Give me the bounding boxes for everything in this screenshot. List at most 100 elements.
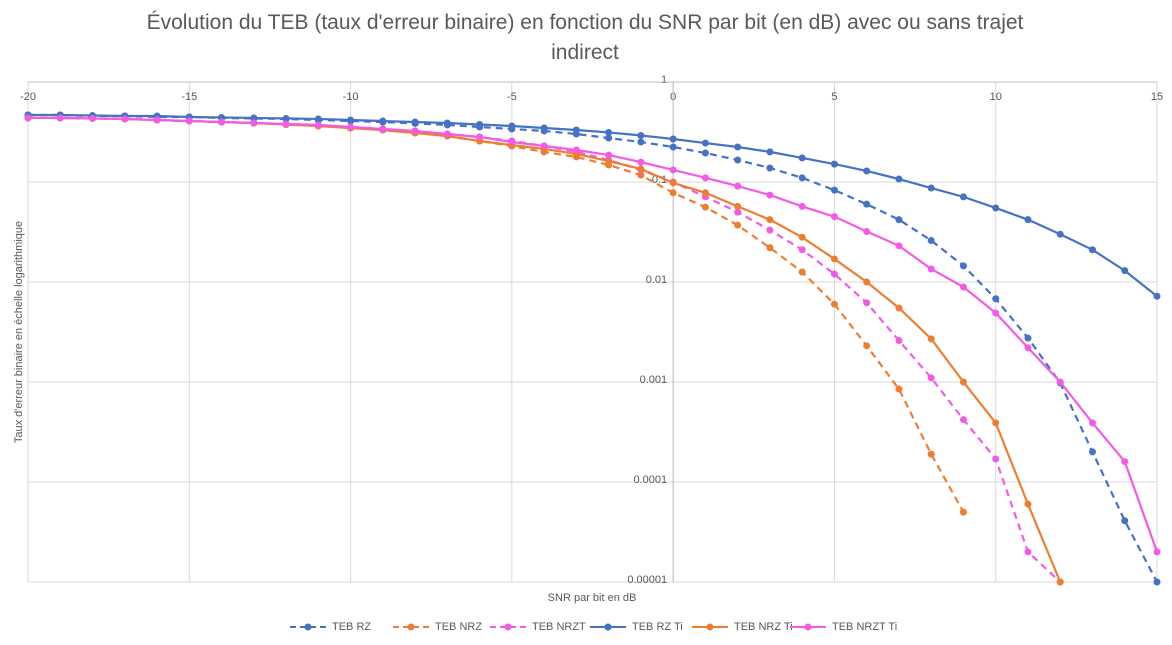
data-point [314, 115, 322, 123]
data-point [637, 165, 645, 173]
data-point [637, 158, 645, 166]
data-point [992, 455, 1000, 463]
legend-item: TEB RZ Ti [590, 621, 683, 633]
legend-item: TEB NRZT [490, 621, 586, 633]
data-point [734, 221, 742, 229]
data-point [895, 216, 903, 224]
y-axis-label: Taux d'erreur binaire en échelle logarit… [13, 221, 25, 443]
data-point [927, 450, 935, 458]
data-point [669, 143, 677, 151]
data-point [701, 189, 709, 197]
data-point [992, 419, 1000, 427]
data-point [476, 133, 484, 141]
data-point [605, 151, 613, 159]
data-point [830, 270, 838, 278]
y-tick-label: 0.001 [640, 374, 668, 386]
data-point [1088, 448, 1096, 456]
data-point [701, 203, 709, 211]
series-line [28, 116, 1159, 553]
data-point [185, 117, 193, 125]
y-tick-label: 0.00001 [627, 574, 667, 586]
data-point [959, 508, 967, 516]
data-point [830, 255, 838, 263]
x-tick-label: -15 [181, 91, 197, 103]
data-point [669, 179, 677, 187]
legend-label: TEB NRZT [532, 621, 586, 633]
x-tick-label: 15 [1151, 91, 1163, 103]
legend-label: TEB RZ [332, 621, 371, 633]
data-point [863, 200, 871, 208]
data-point [798, 202, 806, 210]
series-line [28, 113, 1158, 583]
data-point [1024, 334, 1032, 342]
legend-label: TEB NRZ [435, 621, 482, 633]
legend-marker [504, 623, 512, 631]
data-point [734, 156, 742, 164]
legend-label: TEB RZ Ti [632, 621, 683, 633]
data-point [798, 174, 806, 182]
data-point [1024, 548, 1032, 556]
data-point [734, 208, 742, 216]
data-point [830, 300, 838, 308]
legend-marker [304, 623, 312, 631]
legend-marker [407, 623, 415, 631]
data-point [701, 149, 709, 157]
legend-label: TEB NRZ Ti [734, 621, 793, 633]
data-point [605, 134, 613, 142]
legend-item: TEB NRZ Ti [692, 621, 793, 633]
data-point [927, 237, 935, 245]
data-point [1056, 230, 1064, 238]
data-point [411, 127, 419, 135]
data-point [798, 268, 806, 276]
data-point [250, 119, 258, 127]
data-point [1024, 216, 1032, 224]
data-point [863, 278, 871, 286]
data-point [89, 114, 97, 122]
data-point [540, 142, 548, 150]
data-point [218, 118, 226, 126]
data-point [476, 120, 484, 128]
data-point [766, 216, 774, 224]
data-point [282, 120, 290, 128]
legend-item: TEB NRZ [393, 621, 482, 633]
data-point [1153, 292, 1161, 300]
data-point [1088, 246, 1096, 254]
chart-title: Évolution du TEB (taux d'erreur binaire)… [146, 11, 1024, 64]
data-point [1121, 458, 1129, 466]
series-line [28, 116, 965, 513]
data-point [895, 337, 903, 345]
data-point [282, 114, 290, 122]
data-point [411, 118, 419, 126]
data-point [153, 116, 161, 124]
data-point [798, 246, 806, 254]
x-tick-label: -5 [507, 91, 517, 103]
data-point [895, 175, 903, 183]
data-point [734, 202, 742, 210]
data-point [992, 204, 1000, 212]
series-line [28, 116, 1061, 583]
data-point [1153, 548, 1161, 556]
data-point [443, 130, 451, 138]
x-tick-label: 5 [831, 91, 837, 103]
data-point [830, 213, 838, 221]
data-point [927, 335, 935, 343]
data-point [314, 121, 322, 129]
data-point [863, 227, 871, 235]
data-point [24, 114, 32, 122]
data-point [895, 242, 903, 250]
data-point [572, 126, 580, 134]
data-point [669, 135, 677, 143]
data-point [572, 146, 580, 154]
data-point [56, 114, 64, 122]
data-point [250, 114, 258, 122]
data-point [830, 186, 838, 194]
y-tick-label: 0.1 [652, 174, 667, 186]
series-line [28, 116, 1062, 583]
legend-item: TEB NRZT Ti [790, 621, 897, 633]
data-point [959, 378, 967, 386]
data-point [992, 309, 1000, 317]
y-tick-label: 0.01 [646, 274, 667, 286]
legend-marker [804, 623, 812, 631]
